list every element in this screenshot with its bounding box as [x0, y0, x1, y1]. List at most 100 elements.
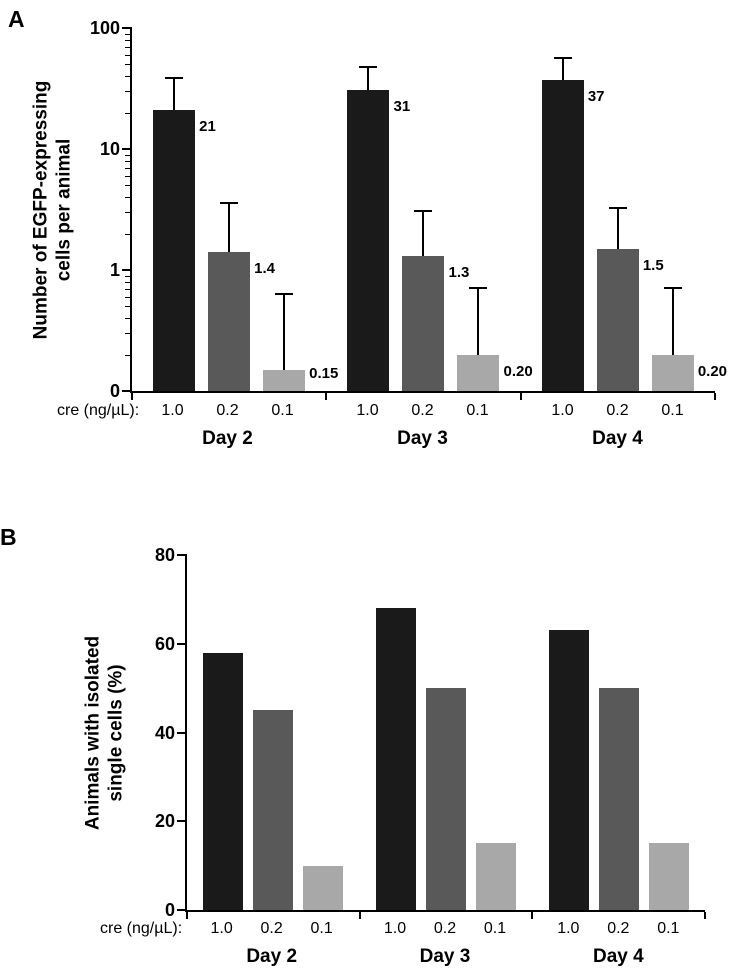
y-minor-tick-mark — [125, 333, 132, 335]
bar-group — [532, 555, 705, 910]
y-tick-label: 80 — [154, 545, 175, 565]
panel-b-letter: B — [0, 524, 17, 550]
y-minor-tick-mark — [125, 288, 132, 290]
dose-label: 0.1 — [657, 920, 680, 937]
error-bar-cap — [469, 286, 488, 289]
y-minor-tick-mark — [125, 167, 132, 169]
panel-a-day-axis-row: Day 2 Day 3 Day 4 — [130, 428, 715, 450]
bar-value-label: 37 — [587, 88, 605, 106]
day-label-group: Day 2 — [130, 428, 325, 450]
y-tick-label: 60 — [154, 633, 175, 654]
y-axis-title-line: Animals with isolated — [82, 635, 104, 831]
bar — [457, 354, 500, 391]
x-tick-mark — [186, 912, 188, 919]
bar — [376, 608, 416, 910]
y-minor-tick-mark — [125, 46, 132, 48]
bar-value-label: 0.20 — [697, 362, 728, 380]
x-tick-mark — [519, 393, 522, 400]
day-label: Day 2 — [202, 428, 253, 449]
bar-slot — [598, 555, 639, 910]
bar-value-label: 21 — [199, 118, 216, 135]
day-label-group: Day 4 — [532, 946, 705, 968]
bar-group: 21 1.4 0.15 — [132, 28, 338, 391]
bar-group — [360, 555, 533, 910]
error-bar — [671, 288, 674, 355]
panel-b-dose-axis-row: cre (ng/µL): 1.0 0.2 0.1 1.0 0.2 0.1 1.0 0.2 0.1 — [100, 920, 705, 938]
bar — [203, 652, 244, 910]
y-tick-mark — [177, 642, 187, 645]
bar — [476, 843, 516, 910]
dose-label-group: 1.0 0.2 0.1 — [532, 920, 705, 938]
error-bar — [283, 295, 286, 370]
y-minor-tick-mark — [125, 354, 132, 356]
error-bar-cap — [608, 206, 627, 209]
x-tick-mark — [714, 393, 716, 400]
y-tick-mark — [122, 269, 132, 271]
y-tick-label: 0 — [109, 381, 120, 401]
day-label-group: Day 3 — [358, 946, 531, 968]
y-tick-label: 1 — [109, 260, 120, 280]
bar-slot: 0.20 — [651, 28, 727, 391]
y-tick-mark — [177, 820, 187, 823]
y-minor-tick-mark — [125, 76, 132, 78]
dose-label: 0.1 — [483, 920, 507, 937]
y-minor-tick-mark — [125, 160, 132, 162]
bar-slot: 21 — [153, 28, 216, 391]
bar-value-label: 1.5 — [642, 256, 664, 274]
y-tick-label: 0 — [164, 900, 175, 920]
bar — [648, 843, 689, 910]
bar-slot — [476, 555, 516, 910]
x-tick-mark — [358, 912, 361, 919]
error-bar — [422, 212, 425, 257]
bar-slot — [303, 555, 344, 910]
error-bar — [561, 59, 564, 81]
bar — [596, 248, 639, 391]
dose-label-group: 1.0 0.2 0.1 — [325, 402, 520, 420]
dose-axis-prefix: cre (ng/µL): — [100, 920, 183, 937]
bar — [426, 688, 466, 910]
error-bar-cap — [165, 76, 184, 79]
dose-label: 1.0 — [383, 920, 407, 937]
bar-slot — [203, 555, 244, 910]
error-bar-cap — [553, 57, 572, 60]
panel-b-y-axis-title: Animals with isolated single cells (%) — [82, 555, 128, 912]
dose-label: 0.1 — [271, 402, 294, 419]
panel-b-day-axis-row: Day 2 Day 3 Day 4 — [185, 946, 705, 968]
dose-label: 0.1 — [466, 402, 489, 419]
error-bar-cap — [663, 286, 682, 289]
bar-group: 37 1.5 0.20 — [521, 28, 727, 391]
panel-a-dose-axis-row: cre (ng/µL): 1.0 0.2 0.1 1.0 0.2 0.1 1.0 0.2 0.1 — [57, 402, 715, 420]
panel-a-y-axis-title: Number of EGFP-expressing cells per anim… — [30, 28, 76, 393]
bar-slot: 1.5 — [596, 28, 664, 391]
y-tick-label: 100 — [89, 18, 120, 38]
error-bar — [228, 204, 231, 253]
dose-label: 1.0 — [356, 402, 379, 419]
bar-value-label: 0.20 — [503, 362, 533, 380]
bar-groups — [187, 555, 705, 910]
bar-value-label: 31 — [393, 97, 411, 115]
dose-label: 0.2 — [411, 402, 434, 419]
y-axis-title-line: single cells (%) — [105, 664, 127, 802]
bar-value-label: 0.15 — [309, 365, 339, 382]
dose-label-group: 1.0 0.2 0.1 — [520, 402, 715, 420]
bar — [598, 688, 639, 910]
y-minor-tick-mark — [125, 212, 132, 214]
y-minor-tick-mark — [125, 54, 132, 56]
error-bar — [616, 208, 619, 249]
y-tick-mark — [122, 27, 132, 29]
dose-axis-prefix: cre (ng/µL): — [57, 402, 140, 419]
bar-groups: 21 1.4 0.15 31 1.3 0.20 37 1.5 0.20 — [132, 28, 727, 391]
day-label: Day 3 — [419, 946, 471, 967]
y-minor-tick-mark — [125, 112, 132, 114]
y-axis-title-line: cells per animal — [53, 138, 75, 282]
y-minor-tick-mark — [125, 275, 132, 277]
bar — [263, 369, 306, 391]
error-bar-cap — [275, 293, 294, 296]
bar-group: 31 1.3 0.20 — [326, 28, 533, 391]
day-label: Day 4 — [592, 428, 643, 449]
bar — [541, 80, 584, 391]
dose-label: 0.2 — [216, 402, 239, 419]
bar-slot: 0.20 — [457, 28, 533, 391]
